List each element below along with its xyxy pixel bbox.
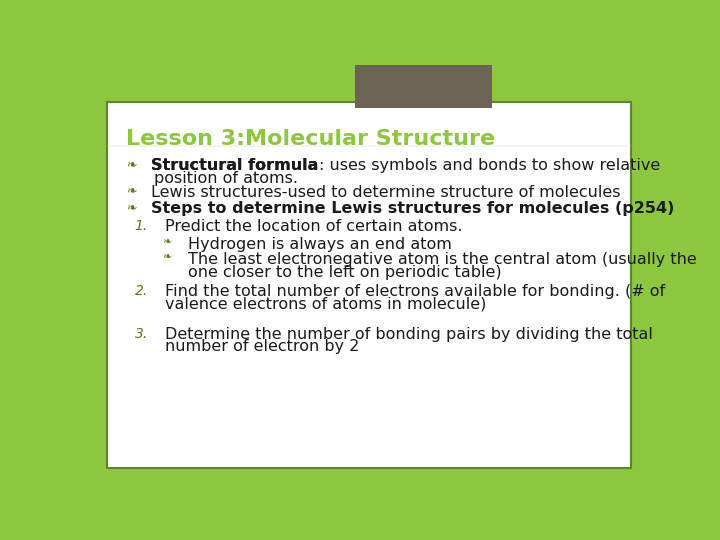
Text: ❧: ❧ — [126, 201, 137, 214]
Text: Structural formula: Structural formula — [151, 158, 319, 173]
Text: Lewis structures-used to determine structure of molecules: Lewis structures-used to determine struc… — [151, 185, 621, 200]
Text: ❧: ❧ — [163, 237, 172, 247]
Text: valence electrons of atoms in molecule): valence electrons of atoms in molecule) — [166, 297, 487, 312]
Text: Steps to determine Lewis structures for molecules (p254): Steps to determine Lewis structures for … — [151, 201, 675, 216]
Text: Determine the number of bonding pairs by dividing the total: Determine the number of bonding pairs by… — [166, 327, 653, 342]
Text: Structural formula: Structural formula — [151, 158, 319, 173]
FancyBboxPatch shape — [107, 102, 631, 468]
Text: number of electron by 2: number of electron by 2 — [166, 339, 360, 354]
Text: Hydrogen is always an end atom: Hydrogen is always an end atom — [188, 237, 451, 252]
Text: Predict the location of certain atoms.: Predict the location of certain atoms. — [166, 219, 463, 234]
Text: 3.: 3. — [135, 327, 148, 341]
Text: Lesson 3:Molecular Structure: Lesson 3:Molecular Structure — [126, 129, 495, 149]
Text: Find the total number of electrons available for bonding. (# of: Find the total number of electrons avail… — [166, 285, 665, 299]
Text: 1.: 1. — [135, 219, 148, 233]
FancyBboxPatch shape — [355, 65, 492, 109]
Text: ❧: ❧ — [163, 252, 172, 262]
Text: one closer to the left on periodic table): one closer to the left on periodic table… — [188, 265, 501, 280]
Text: ❧: ❧ — [126, 185, 137, 198]
Text: ❧: ❧ — [126, 158, 137, 171]
Text: position of atoms.: position of atoms. — [154, 171, 298, 186]
Text: The least electronegative atom is the central atom (usually the: The least electronegative atom is the ce… — [188, 252, 696, 267]
Text: 2.: 2. — [135, 285, 148, 298]
Text: : uses symbols and bonds to show relative: : uses symbols and bonds to show relativ… — [319, 158, 660, 173]
